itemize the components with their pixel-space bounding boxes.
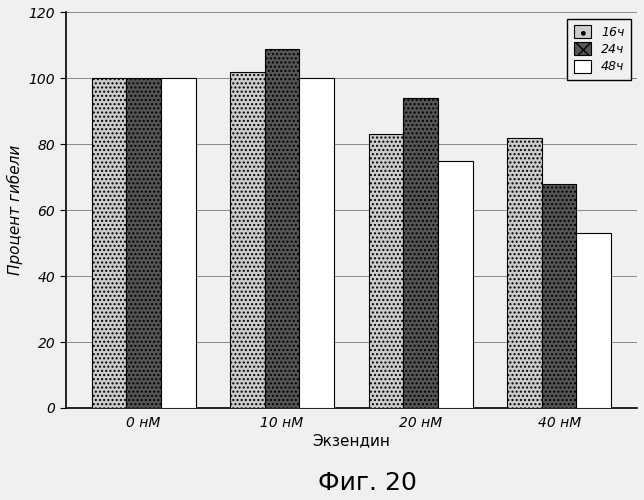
Bar — [299, 78, 334, 408]
Bar — [91, 78, 126, 408]
Bar — [369, 134, 403, 408]
Bar — [126, 78, 161, 408]
Bar — [230, 72, 265, 408]
X-axis label: Экзендин: Экзендин — [312, 433, 390, 448]
Y-axis label: Процент гибели: Процент гибели — [7, 145, 23, 276]
Bar — [507, 138, 542, 408]
Bar — [542, 184, 576, 408]
Legend: 16ч, 24ч, 48ч: 16ч, 24ч, 48ч — [567, 18, 631, 80]
Text: Фиг. 20: Фиг. 20 — [317, 471, 417, 495]
Bar — [161, 78, 196, 408]
Bar — [576, 234, 611, 408]
Bar — [403, 98, 438, 408]
Bar — [438, 161, 473, 408]
Bar — [265, 48, 299, 408]
